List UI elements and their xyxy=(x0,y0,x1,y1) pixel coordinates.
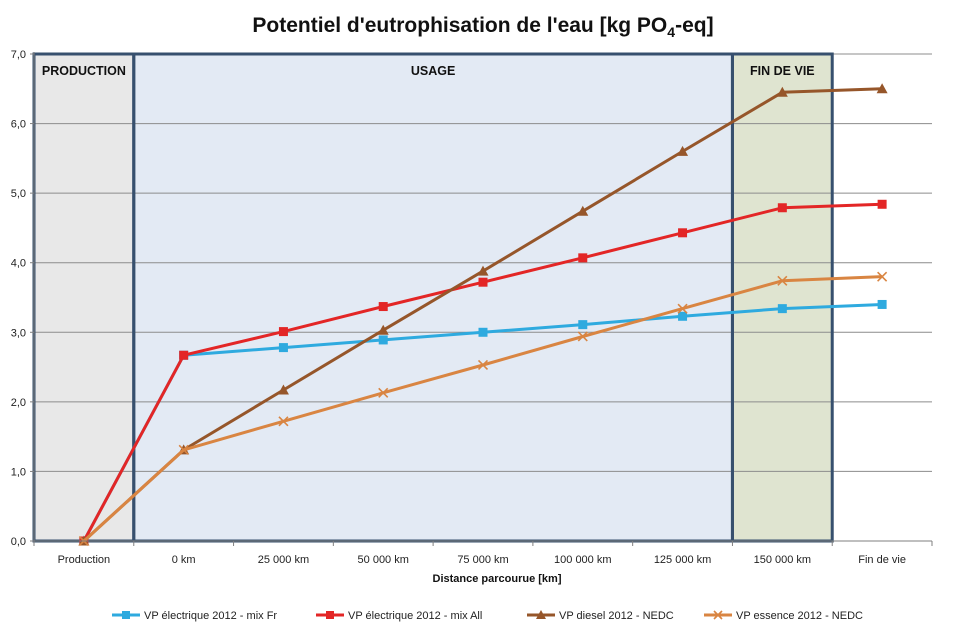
data-point xyxy=(477,359,489,371)
data-point xyxy=(877,271,888,282)
data-point xyxy=(578,253,588,263)
legend-label: VP électrique 2012 - mix All xyxy=(348,610,482,622)
data-point xyxy=(877,199,887,209)
data-point xyxy=(677,145,689,156)
data-point xyxy=(378,335,388,345)
x-axis-title: Distance parcourue [km] xyxy=(433,573,562,585)
data-point xyxy=(578,320,588,330)
x-tick-label: 125 000 km xyxy=(654,554,711,566)
y-tick-label: 7,0 xyxy=(11,49,26,61)
x-tick-label: 150 000 km xyxy=(754,554,811,566)
phase-label: FIN DE VIE xyxy=(750,64,815,78)
data-point xyxy=(278,343,288,353)
y-tick-label: 2,0 xyxy=(11,397,26,409)
data-point xyxy=(776,86,788,97)
y-tick-label: 0,0 xyxy=(11,536,26,548)
phase-label: USAGE xyxy=(411,64,455,78)
phase-band-2 xyxy=(732,54,833,541)
x-tick-label: 100 000 km xyxy=(554,554,611,566)
data-point xyxy=(178,444,189,455)
data-point xyxy=(378,387,389,398)
data-point xyxy=(278,327,288,337)
phase-label: PRODUCTION xyxy=(42,64,126,78)
data-point xyxy=(377,324,389,335)
y-tick-label: 5,0 xyxy=(11,188,26,200)
legend-marker xyxy=(326,611,334,619)
y-tick-label: 1,0 xyxy=(11,466,26,478)
data-point xyxy=(876,83,888,94)
data-point xyxy=(577,205,589,216)
chart-title: Potentiel d'eutrophisation de l'eau [kg … xyxy=(252,14,713,40)
legend-marker xyxy=(713,610,723,620)
data-point xyxy=(678,311,688,321)
x-tick-label: Fin de vie xyxy=(858,554,906,566)
y-tick-label: 3,0 xyxy=(11,327,26,339)
data-point xyxy=(577,331,588,342)
data-point xyxy=(678,228,688,238)
legend-label: VP diesel 2012 - NEDC xyxy=(559,610,674,622)
legend-marker xyxy=(122,611,130,619)
phase-band-0 xyxy=(34,54,134,541)
x-tick-label: 0 km xyxy=(172,554,196,566)
data-point xyxy=(378,302,388,312)
x-tick-label: 25 000 km xyxy=(258,554,309,566)
legend-marker xyxy=(536,610,546,619)
data-point xyxy=(478,277,488,287)
data-point xyxy=(278,416,289,427)
y-tick-label: 6,0 xyxy=(11,119,26,131)
x-tick-label: Production xyxy=(58,554,111,566)
legend-label: VP électrique 2012 - mix Fr xyxy=(144,610,277,622)
x-tick-label: 50 000 km xyxy=(358,554,409,566)
data-point xyxy=(277,384,289,395)
data-point xyxy=(179,350,189,360)
data-point xyxy=(877,299,887,309)
data-point xyxy=(777,304,787,314)
data-point xyxy=(478,327,488,337)
data-point xyxy=(677,303,688,314)
phase-band-1 xyxy=(133,54,733,541)
data-point xyxy=(777,203,787,213)
x-tick-label: 75 000 km xyxy=(457,554,508,566)
data-point xyxy=(477,265,489,276)
y-tick-label: 4,0 xyxy=(11,258,26,270)
legend-label: VP essence 2012 - NEDC xyxy=(736,610,863,622)
data-point xyxy=(777,275,788,286)
